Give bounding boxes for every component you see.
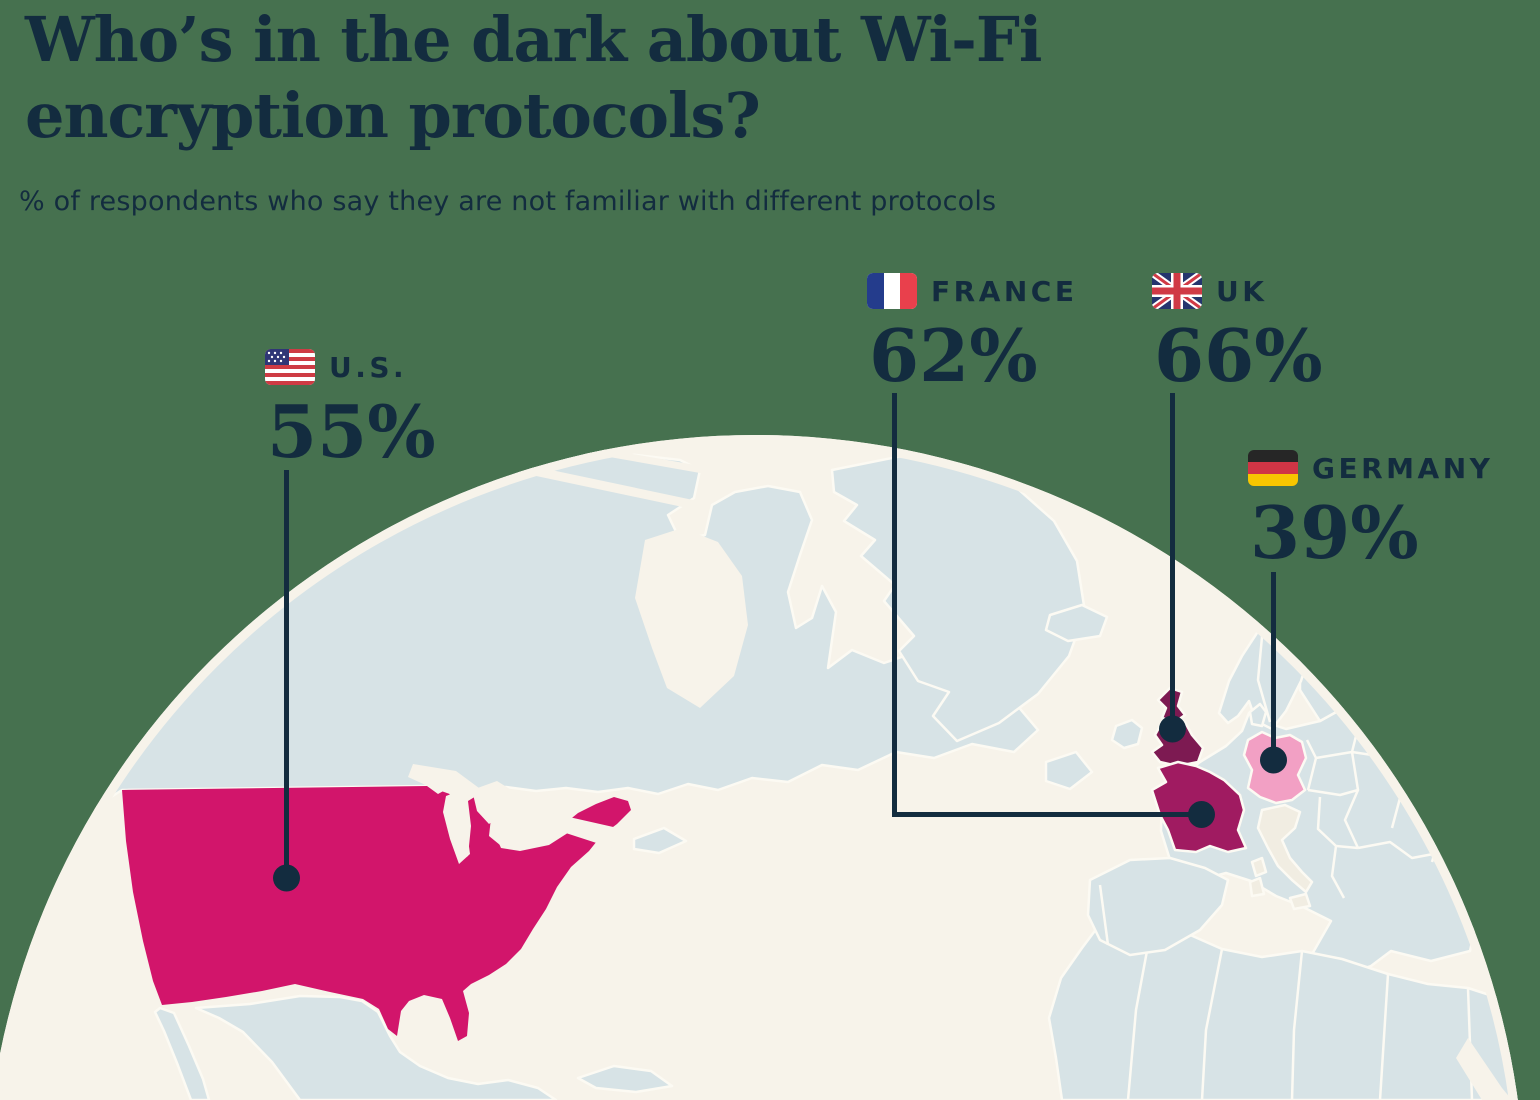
country-label-uk: UK [1216,274,1268,308]
lake-michigan [443,791,470,864]
us-shape [122,786,631,1041]
callout-france: FRANCE 62% [867,273,1077,392]
hudson-bay [635,528,748,708]
country-value-us: 55% [267,389,436,474]
uk-dot [1159,715,1186,743]
us-flag-row: U.S. [265,349,436,385]
page-title: Who’s in the dark about Wi-Fi encryption… [25,2,1042,154]
callout-uk: UK 66% [1152,273,1323,392]
germany-flag-icon [1248,450,1298,486]
corsica-sardinia-shape [1248,856,1268,898]
denmark-shape [1248,702,1268,728]
iceland-shape [1044,603,1109,643]
africa-borders [1126,923,1474,1100]
country-label-france: FRANCE [931,274,1078,308]
title-line-1: Who’s in the dark about Wi-Fi [25,3,1042,76]
ireland-shape [1110,718,1144,750]
country-label-germany: GERMANY [1312,451,1494,485]
russia-finland-shape [1298,608,1447,742]
france-flag-row: FRANCE [867,273,1077,309]
france-flag-icon [867,273,917,309]
callout-germany: GERMANY 39% [1248,450,1493,569]
nova-scotia-shape [632,826,688,855]
germany-dot [1260,746,1287,774]
subtitle: % of respondents who say they are not fa… [19,186,997,217]
us-flag-icon [265,349,315,385]
lake-huron [472,781,513,824]
sicily-shape [1288,892,1312,911]
red-sea [1456,1038,1512,1100]
germany-flag-row: GERMANY [1248,450,1493,486]
callout-us: U.S. 55% [265,349,436,468]
france-leader-line [892,393,1200,817]
iberia-shape [1086,856,1230,957]
baja-shape [153,1006,211,1100]
france-dot [1188,801,1215,828]
title-line-2: encryption protocols? [25,79,761,152]
us-dot [273,864,300,892]
uk-flag-icon [1152,273,1202,309]
country-value-france: 62% [869,313,1038,398]
arctic-channel [519,463,696,510]
newfoundland-shape [1044,750,1094,791]
cuba-shape [576,1064,674,1094]
portugal-border [1098,884,1110,946]
lake-superior [408,764,479,798]
uk-flag-row: UK [1152,273,1323,309]
country-value-germany: 39% [1250,490,1419,575]
st-lawrence [532,810,702,872]
norway-sweden-border [1256,625,1272,723]
italy-shape [1256,803,1314,894]
country-label-us: U.S. [329,350,408,384]
header: Who’s in the dark about Wi-Fi encryption… [19,2,1042,217]
mexico-shape [194,994,558,1100]
country-value-uk: 66% [1154,313,1323,398]
